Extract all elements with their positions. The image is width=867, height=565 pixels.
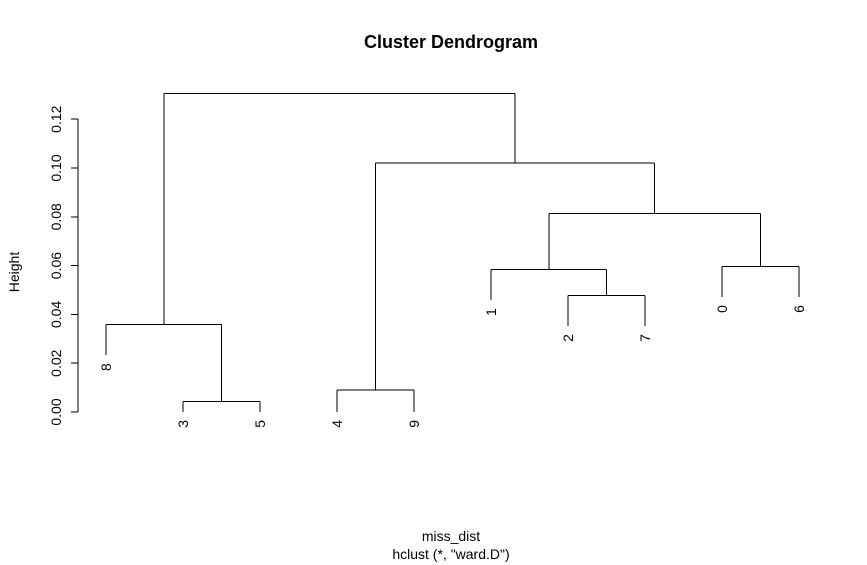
y-axis: 0.00 0.02 0.04 0.06 0.08 0.10 0.12 — [48, 105, 79, 426]
method-sublabel: hclust (*, "ward.D") — [392, 546, 509, 562]
leaf-label: 7 — [637, 334, 653, 342]
chart-title: Cluster Dendrogram — [364, 32, 538, 52]
y-axis-label: Height — [6, 252, 22, 293]
leaf-label: 2 — [560, 334, 576, 342]
y-tick-label: 0.08 — [48, 203, 64, 230]
leaf-label: 4 — [329, 420, 345, 428]
leaf-label: 0 — [714, 305, 730, 313]
dendrogram-tree: 3 5 4 9 8 2 7 1 0 6 — [98, 92, 807, 428]
y-tick-label: 0.00 — [48, 398, 64, 425]
y-tick-label: 0.06 — [48, 252, 64, 279]
y-tick-label: 0.10 — [48, 154, 64, 181]
leaf-label: 9 — [406, 420, 422, 428]
leaf-label: 8 — [98, 363, 114, 371]
leaf-label: 1 — [483, 308, 499, 316]
y-tick-label: 0.02 — [48, 349, 64, 376]
y-tick-label: 0.12 — [48, 105, 64, 132]
x-axis-label: miss_dist — [422, 528, 480, 544]
leaf-label: 5 — [252, 420, 268, 428]
leaf-label: 3 — [175, 420, 191, 428]
leaf-label: 6 — [791, 305, 807, 313]
y-tick-label: 0.04 — [48, 301, 64, 328]
